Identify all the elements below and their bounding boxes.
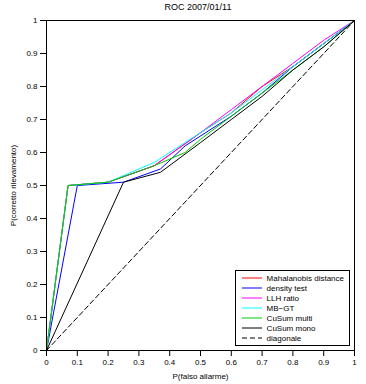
svg-text:P(corretto rilevamento): P(corretto rilevamento): [9, 144, 18, 226]
svg-text:0.1: 0.1: [26, 313, 38, 322]
html-text:LLH ratio: LLH ratio: [266, 293, 300, 303]
svg-text:0.6: 0.6: [226, 358, 238, 367]
svg-text:0.4: 0.4: [164, 358, 176, 367]
svg-text:0: 0: [33, 346, 38, 355]
svg-text:0.1: 0.1: [72, 358, 84, 367]
svg-text:0: 0: [44, 358, 49, 367]
svg-text:0.9: 0.9: [318, 358, 330, 367]
svg-text:0.3: 0.3: [26, 247, 38, 256]
svg-text:0.8: 0.8: [26, 82, 38, 91]
svg-text:0.6: 0.6: [26, 148, 38, 157]
svg-text:0.5: 0.5: [195, 358, 207, 367]
html-text:CuSum mono: CuSum mono: [266, 323, 316, 333]
svg-text:P(falso allarme): P(falso allarme): [172, 372, 228, 381]
html-text:CuSum multi: CuSum multi: [266, 313, 313, 323]
html-text:density test: density test: [266, 283, 308, 293]
svg-text:0.2: 0.2: [26, 280, 38, 289]
svg-text:0.7: 0.7: [26, 115, 38, 124]
svg-text:1: 1: [33, 16, 38, 25]
html-text:Mahalanobis distance: Mahalanobis distance: [266, 273, 344, 283]
svg-text:0.8: 0.8: [287, 358, 299, 367]
svg-text:0.9: 0.9: [26, 49, 38, 58]
svg-text:0.7: 0.7: [257, 358, 269, 367]
svg-text:0.5: 0.5: [26, 181, 38, 190]
html-text:diagonale: diagonale: [266, 333, 302, 343]
svg-text:1: 1: [352, 358, 357, 367]
svg-text:0.3: 0.3: [133, 358, 145, 367]
html-text:MB−GT: MB−GT: [266, 303, 295, 313]
html-text:ROC 2007/01/11: ROC 2007/01/11: [164, 2, 232, 12]
svg-text:0.2: 0.2: [103, 358, 115, 367]
svg-text:0.4: 0.4: [26, 214, 38, 223]
